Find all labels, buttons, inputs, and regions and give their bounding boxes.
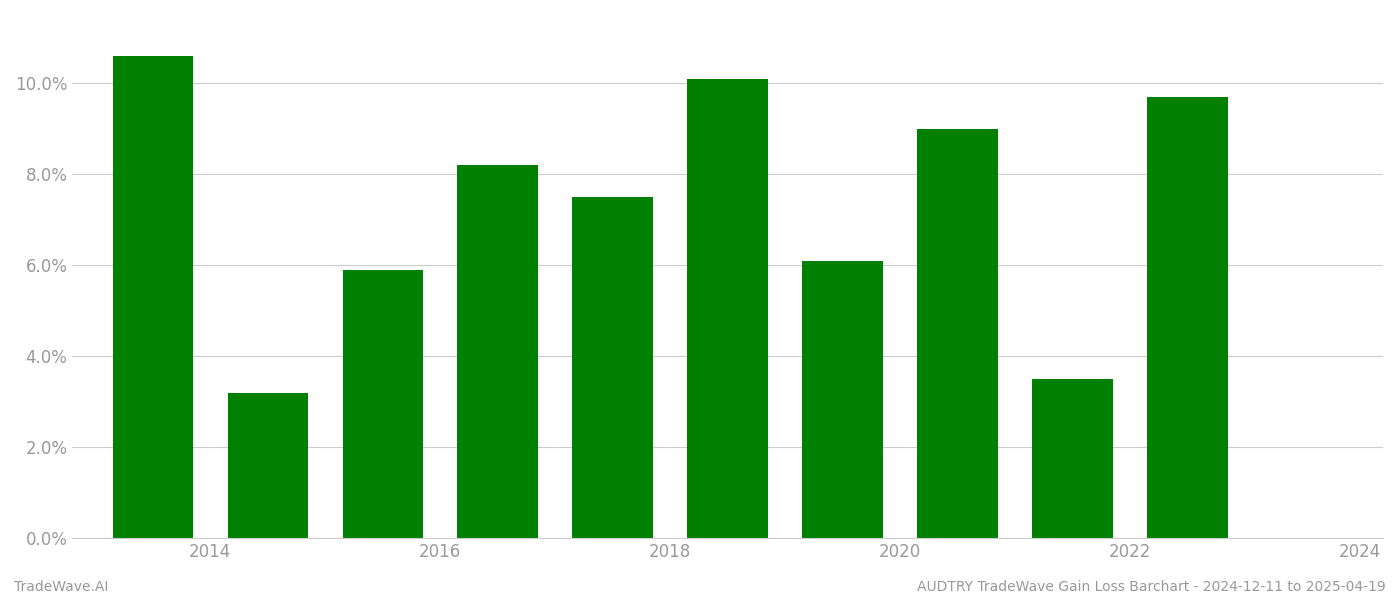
Bar [228,392,308,538]
Bar [458,165,538,538]
Bar [343,270,423,538]
Bar [802,260,883,538]
Bar [573,197,652,538]
Text: AUDTRY TradeWave Gain Loss Barchart - 2024-12-11 to 2025-04-19: AUDTRY TradeWave Gain Loss Barchart - 20… [917,580,1386,594]
Bar [917,129,998,538]
Bar [1147,97,1228,538]
Text: TradeWave.AI: TradeWave.AI [14,580,108,594]
Bar [112,56,193,538]
Bar [687,79,767,538]
Bar [1032,379,1113,538]
